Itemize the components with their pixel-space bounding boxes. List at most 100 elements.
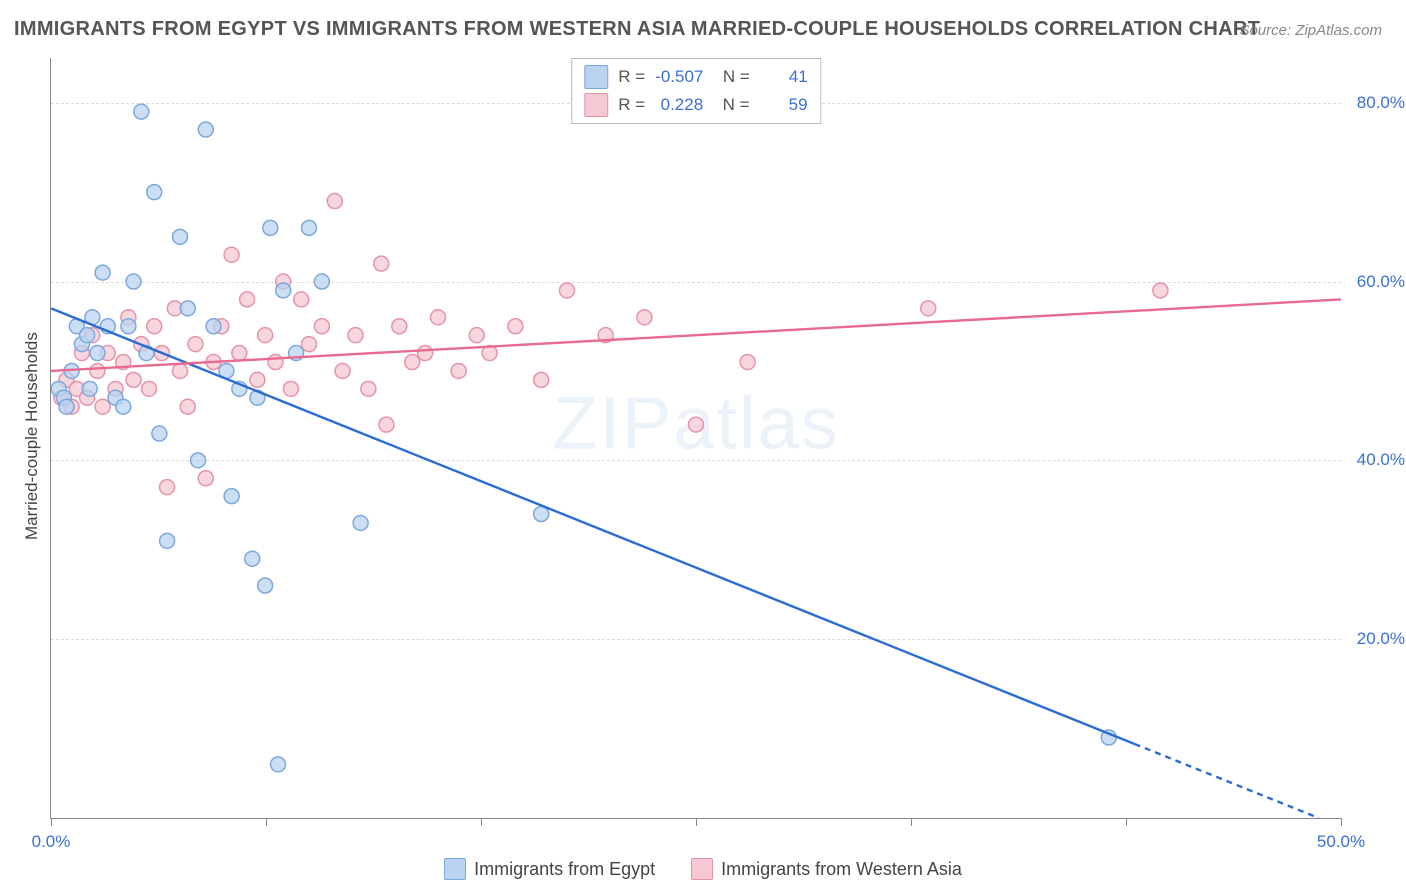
legend-item-wasia: Immigrants from Western Asia xyxy=(691,858,962,880)
scatter-point xyxy=(188,337,203,352)
series-legend: Immigrants from Egypt Immigrants from We… xyxy=(0,858,1406,880)
scatter-point xyxy=(206,319,221,334)
scatter-point xyxy=(405,355,420,370)
scatter-point xyxy=(160,480,175,495)
scatter-point xyxy=(59,399,74,414)
scatter-point xyxy=(268,355,283,370)
scatter-point xyxy=(431,310,446,325)
scatter-point xyxy=(379,417,394,432)
scatter-point xyxy=(142,381,157,396)
regression-line xyxy=(51,308,1135,744)
plot-area: ZIPatlas R = -0.507 N = 41 R = 0.228 N =… xyxy=(50,58,1341,819)
stats-row-egypt: R = -0.507 N = 41 xyxy=(584,63,808,91)
stats-legend: R = -0.507 N = 41 R = 0.228 N = 59 xyxy=(571,58,821,124)
scatter-point xyxy=(173,229,188,244)
x-tick-label: 0.0% xyxy=(32,832,71,852)
scatter-point xyxy=(637,310,652,325)
scatter-point xyxy=(90,346,105,361)
legend-label-wasia: Immigrants from Western Asia xyxy=(721,859,962,880)
scatter-point xyxy=(276,283,291,298)
swatch-wasia-icon xyxy=(584,93,608,117)
scatter-point xyxy=(80,328,95,343)
legend-label-egypt: Immigrants from Egypt xyxy=(474,859,655,880)
scatter-point xyxy=(327,194,342,209)
y-tick-label: 20.0% xyxy=(1349,629,1405,649)
n-value-egypt: 41 xyxy=(760,67,808,87)
scatter-point xyxy=(95,265,110,280)
scatter-point xyxy=(258,578,273,593)
x-tick-mark xyxy=(1341,818,1342,826)
scatter-point xyxy=(180,301,195,316)
regression-line xyxy=(1135,744,1319,818)
scatter-point xyxy=(451,363,466,378)
n-value-wasia: 59 xyxy=(760,95,808,115)
scatter-point xyxy=(198,122,213,137)
scatter-point xyxy=(90,363,105,378)
regression-line xyxy=(51,299,1341,371)
x-tick-mark xyxy=(266,818,267,826)
scatter-point xyxy=(180,399,195,414)
scatter-point xyxy=(314,319,329,334)
chart-source: Source: ZipAtlas.com xyxy=(1239,22,1382,39)
stats-row-wasia: R = 0.228 N = 59 xyxy=(584,91,808,119)
scatter-point xyxy=(418,346,433,361)
scatter-point xyxy=(294,292,309,307)
scatter-point xyxy=(126,274,141,289)
x-tick-mark xyxy=(51,818,52,826)
scatter-point xyxy=(232,346,247,361)
scatter-point xyxy=(508,319,523,334)
scatter-point xyxy=(198,471,213,486)
scatter-point xyxy=(469,328,484,343)
y-axis-label: Married-couple Households xyxy=(22,332,42,540)
swatch-egypt-icon xyxy=(584,65,608,89)
scatter-point xyxy=(126,372,141,387)
scatter-point xyxy=(560,283,575,298)
n-label: N = xyxy=(713,67,749,87)
scatter-point xyxy=(689,417,704,432)
scatter-point xyxy=(152,426,167,441)
scatter-point xyxy=(134,104,149,119)
scatter-point xyxy=(173,363,188,378)
scatter-point xyxy=(224,247,239,262)
scatter-point xyxy=(82,381,97,396)
scatter-point xyxy=(921,301,936,316)
x-tick-mark xyxy=(481,818,482,826)
r-label: R = xyxy=(618,67,645,87)
scatter-point xyxy=(263,220,278,235)
swatch-wasia-icon xyxy=(691,858,713,880)
scatter-point xyxy=(240,292,255,307)
scatter-point xyxy=(191,453,206,468)
scatter-point xyxy=(250,372,265,387)
scatter-point xyxy=(147,185,162,200)
scatter-point xyxy=(353,515,368,530)
scatter-point xyxy=(245,551,260,566)
y-tick-label: 80.0% xyxy=(1349,93,1405,113)
scatter-point xyxy=(271,757,286,772)
r-label: R = xyxy=(618,95,645,115)
r-value-egypt: -0.507 xyxy=(655,67,703,87)
y-tick-label: 60.0% xyxy=(1349,272,1405,292)
x-tick-mark xyxy=(696,818,697,826)
scatter-point xyxy=(283,381,298,396)
chart-svg xyxy=(51,58,1341,818)
scatter-point xyxy=(392,319,407,334)
scatter-point xyxy=(160,533,175,548)
scatter-point xyxy=(314,274,329,289)
scatter-point xyxy=(147,319,162,334)
x-tick-mark xyxy=(911,818,912,826)
scatter-point xyxy=(374,256,389,271)
scatter-point xyxy=(224,489,239,504)
x-tick-label: 50.0% xyxy=(1317,832,1365,852)
scatter-point xyxy=(361,381,376,396)
scatter-point xyxy=(302,337,317,352)
scatter-point xyxy=(740,355,755,370)
scatter-point xyxy=(95,399,110,414)
scatter-point xyxy=(335,363,350,378)
swatch-egypt-icon xyxy=(444,858,466,880)
scatter-point xyxy=(534,372,549,387)
scatter-point xyxy=(348,328,363,343)
r-value-wasia: 0.228 xyxy=(655,95,703,115)
scatter-point xyxy=(1153,283,1168,298)
x-tick-mark xyxy=(1126,818,1127,826)
legend-item-egypt: Immigrants from Egypt xyxy=(444,858,655,880)
